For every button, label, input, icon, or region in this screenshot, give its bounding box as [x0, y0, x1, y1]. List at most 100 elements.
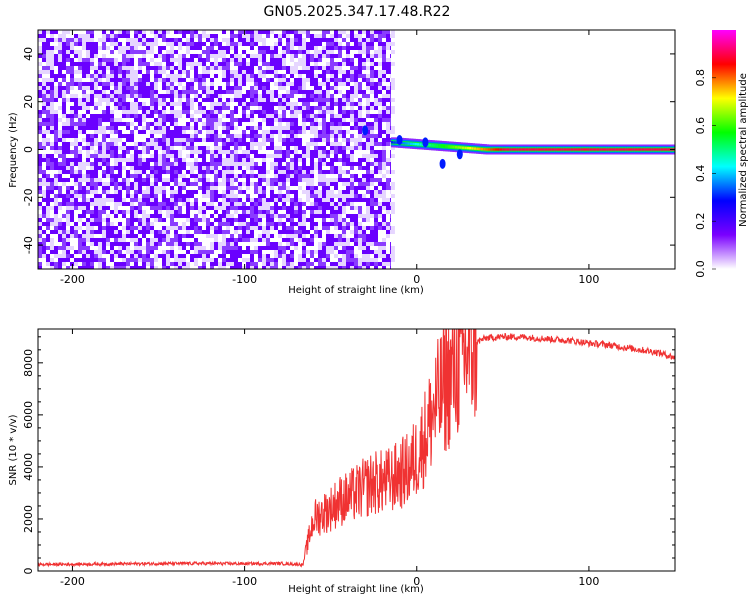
noise-cell	[118, 234, 122, 238]
noise-cell	[246, 158, 250, 162]
noise-cell	[226, 178, 230, 182]
noise-cell	[138, 90, 142, 94]
noise-cell	[82, 98, 86, 102]
noise-cell	[118, 230, 122, 234]
noise-cell	[290, 166, 294, 170]
noise-cell	[106, 46, 110, 50]
noise-cell	[318, 122, 322, 126]
noise-cell	[78, 206, 82, 210]
noise-cell	[190, 78, 194, 82]
noise-cell	[310, 226, 314, 230]
noise-cell	[114, 222, 118, 226]
noise-cell	[154, 222, 158, 226]
noise-cell	[42, 182, 46, 186]
noise-cell	[126, 30, 130, 34]
noise-cell	[162, 62, 166, 66]
noise-cell	[78, 142, 82, 146]
noise-cell	[250, 130, 254, 134]
noise-cell	[62, 158, 66, 162]
noise-cell	[198, 78, 202, 82]
noise-cell	[138, 142, 142, 146]
noise-cell	[350, 190, 354, 194]
noise-cell	[282, 34, 286, 38]
noise-cell	[258, 102, 262, 106]
noise-cell	[70, 214, 74, 218]
noise-cell	[242, 198, 246, 202]
noise-cell	[98, 202, 102, 206]
noise-cell	[350, 210, 354, 214]
noise-cell	[46, 218, 50, 222]
noise-cell	[182, 110, 186, 114]
noise-cell	[302, 238, 306, 242]
noise-cell	[114, 158, 118, 162]
noise-cell	[322, 74, 326, 78]
noise-cell	[150, 130, 154, 134]
noise-cell	[274, 190, 278, 194]
noise-cell	[230, 106, 234, 110]
noise-cell	[334, 110, 338, 114]
noise-cell	[70, 70, 74, 74]
noise-cell	[310, 98, 314, 102]
noise-cell	[366, 126, 370, 130]
noise-cell	[226, 78, 230, 82]
chart-title: GN05.2025.347.17.48.R22	[264, 4, 451, 20]
noise-cell	[270, 58, 274, 62]
noise-cell	[226, 262, 230, 266]
noise-cell	[126, 66, 130, 70]
noise-cell	[130, 182, 134, 186]
noise-cell	[238, 50, 242, 54]
noise-cell	[270, 118, 274, 122]
noise-cell	[322, 94, 326, 98]
noise-cell	[166, 110, 170, 114]
noise-cell	[366, 222, 370, 226]
noise-cell	[178, 250, 182, 254]
noise-cell	[190, 182, 194, 186]
noise-cell	[82, 38, 86, 42]
noise-cell	[334, 226, 338, 230]
noise-cell	[62, 122, 66, 126]
noise-cell	[178, 70, 182, 74]
noise-cell	[86, 154, 90, 158]
noise-cell	[126, 54, 130, 58]
noise-cell	[42, 142, 46, 146]
noise-cell	[254, 34, 258, 38]
noise-cell	[294, 222, 298, 226]
noise-cell	[282, 62, 286, 66]
noise-cell	[354, 214, 358, 218]
noise-cell	[202, 146, 206, 150]
noise-cell	[66, 218, 70, 222]
noise-cell	[250, 46, 254, 50]
noise-cell	[202, 94, 206, 98]
noise-cell	[78, 146, 82, 150]
noise-cell	[262, 158, 266, 162]
noise-cell	[198, 74, 202, 78]
noise-cell	[86, 222, 90, 226]
noise-cell	[162, 66, 166, 70]
noise-cell	[130, 242, 134, 246]
noise-cell	[174, 210, 178, 214]
noise-cell	[58, 170, 62, 174]
noise-cell	[150, 50, 154, 54]
noise-cell	[210, 34, 214, 38]
noise-cell	[138, 178, 142, 182]
noise-cell	[190, 166, 194, 170]
noise-cell	[90, 62, 94, 66]
noise-cell	[58, 46, 62, 50]
noise-cell	[350, 266, 354, 269]
noise-cell	[186, 90, 190, 94]
noise-cell	[282, 226, 286, 230]
noise-cell	[110, 82, 114, 86]
noise-cell	[166, 142, 170, 146]
noise-cell	[194, 94, 198, 98]
noise-cell	[342, 162, 346, 166]
noise-cell	[250, 174, 254, 178]
noise-cell	[154, 102, 158, 106]
noise-cell	[310, 106, 314, 110]
noise-cell	[334, 90, 338, 94]
noise-cell	[302, 218, 306, 222]
noise-cell	[50, 170, 54, 174]
noise-cell	[150, 38, 154, 42]
noise-cell	[58, 214, 62, 218]
noise-cell	[174, 118, 178, 122]
noise-cell	[298, 262, 302, 266]
